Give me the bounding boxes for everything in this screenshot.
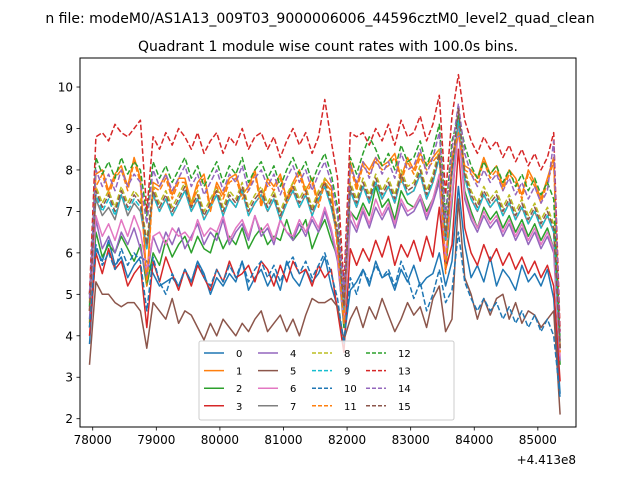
legend-label-3: 3 — [236, 402, 242, 413]
x-tick-label: 80000 — [201, 433, 239, 447]
plot-frame — [79, 57, 577, 428]
series-line-12 — [88, 115, 561, 340]
x-tick-label: 78000 — [74, 433, 112, 447]
figure-suptitle: n file: modeM0/AS1A13_009T03_9000006006_… — [45, 11, 594, 27]
x-tick-label: 83000 — [392, 433, 430, 447]
legend-label-2: 2 — [236, 384, 242, 395]
series-line-4 — [88, 127, 561, 361]
legend-label-12: 12 — [398, 349, 411, 360]
x-tick-label: 84000 — [455, 433, 493, 447]
series-line-15 — [88, 107, 561, 349]
series-line-14 — [88, 102, 561, 345]
legend-label-14: 14 — [398, 384, 411, 395]
series-line-8 — [88, 111, 561, 345]
x-tick-label: 81000 — [264, 433, 302, 447]
legend-frame — [198, 340, 455, 421]
y-tick-label: 9 — [65, 122, 73, 136]
legend-label-6: 6 — [290, 384, 296, 395]
y-tick-label: 6 — [65, 246, 73, 260]
legend-label-0: 0 — [236, 349, 242, 360]
series-layer — [88, 73, 561, 415]
y-tick-label: 10 — [58, 81, 73, 95]
legend-label-15: 15 — [398, 402, 411, 413]
x-offset-label: +4.413e8 — [517, 453, 576, 467]
series-line-5 — [88, 198, 561, 415]
legend-label-1: 1 — [236, 367, 242, 378]
y-tick-label: 2 — [65, 412, 73, 426]
legend-label-11: 11 — [344, 402, 357, 413]
y-tick-label: 7 — [65, 205, 73, 219]
chart-title: Quadrant 1 module wise count rates with … — [138, 39, 518, 55]
legend-label-5: 5 — [290, 367, 296, 378]
series-line-9 — [88, 119, 561, 349]
series-line-6 — [88, 123, 561, 357]
x-tick-label: 82000 — [328, 433, 366, 447]
series-line-11 — [88, 131, 561, 353]
series-line-2 — [88, 115, 561, 365]
series-line-13 — [88, 73, 561, 332]
legend-label-13: 13 — [398, 367, 411, 378]
legend-label-8: 8 — [344, 349, 350, 360]
y-tick-label: 4 — [65, 329, 73, 343]
series-line-3 — [88, 148, 561, 382]
y-tick-label: 5 — [65, 288, 73, 302]
series-line-0 — [88, 185, 561, 394]
legend-label-7: 7 — [290, 402, 296, 413]
y-tick-label: 3 — [65, 371, 73, 385]
series-line-10 — [88, 231, 561, 399]
legend-label-10: 10 — [344, 384, 357, 395]
legend-label-9: 9 — [344, 367, 350, 378]
x-tick-label: 85000 — [519, 433, 557, 447]
x-tick-label: 79000 — [137, 433, 175, 447]
y-tick-label: 8 — [65, 163, 73, 177]
y-axis: 2 3 4 5 6 7 8 9 10 — [58, 81, 80, 426]
x-axis: 78000 79000 80000 81000 82000 83000 84000 85000 — [74, 427, 557, 447]
legend-label-4: 4 — [290, 349, 296, 360]
